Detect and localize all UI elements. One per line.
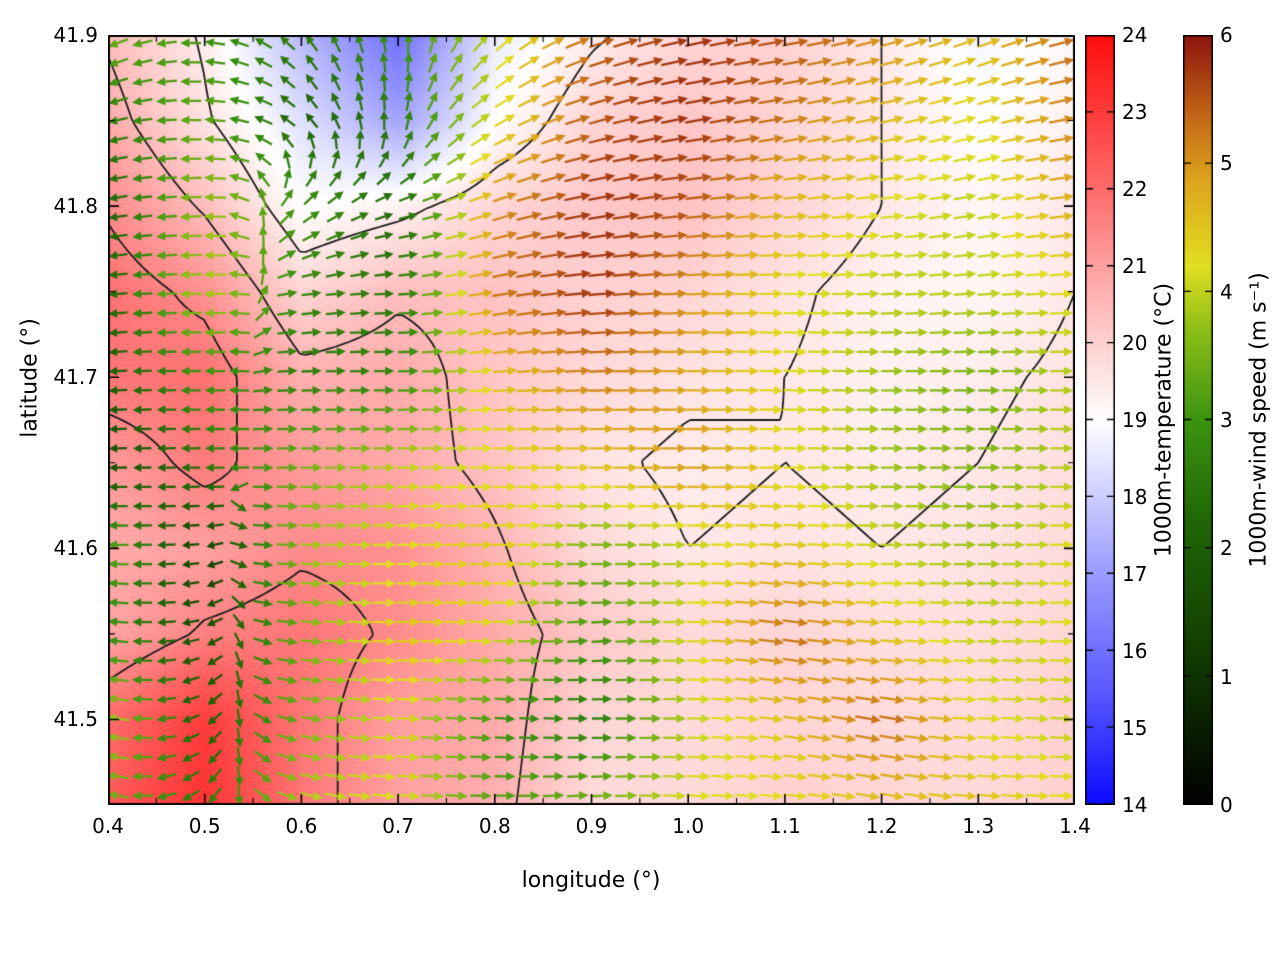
x-tick-label: 0.9 (575, 814, 608, 838)
x-tick-label: 1.2 (865, 814, 898, 838)
temperature-colorbar-tick-label: 16 (1122, 639, 1148, 663)
temperature-colorbar-tick-label: 15 (1122, 716, 1148, 740)
y-tick-label: 41.9 (53, 23, 98, 47)
temperature-colorbar-tick-label: 14 (1122, 793, 1148, 817)
wind-speed-colorbar (1183, 35, 1213, 805)
temperature-colorbar (1085, 35, 1115, 805)
x-tick-label: 1.1 (768, 814, 801, 838)
wind-colorbar-tick-label: 0 (1220, 793, 1233, 817)
x-tick-label: 0.5 (188, 814, 221, 838)
wind-colorbar-tick-label: 4 (1220, 279, 1233, 304)
x-tick-label: 0.7 (382, 814, 414, 838)
wind-colorbar-tick-label: 6 (1220, 23, 1233, 47)
wind-colorbar-tick-label: 2 (1220, 536, 1233, 561)
temperature-colorbar-tick-label: 20 (1122, 331, 1148, 355)
wind-colorbar-tick-label: 5 (1220, 151, 1233, 176)
y-tick-label: 41.7 (53, 365, 98, 390)
wind-colorbar-label: 1000m-wind speed (m s⁻¹) (1246, 272, 1272, 568)
x-axis-label: longitude (°) (521, 868, 661, 893)
y-tick-label: 41.8 (53, 194, 98, 219)
temperature-colorbar-tick-label: 23 (1122, 100, 1148, 124)
temperature-colorbar-tick-label: 19 (1122, 408, 1148, 432)
temperature-colorbar-tick-label: 24 (1122, 23, 1148, 47)
x-tick-label: 0.8 (478, 814, 511, 838)
temperature-colorbar-tick-label: 18 (1122, 485, 1148, 509)
y-tick-label: 41.5 (53, 707, 98, 732)
wind-colorbar-tick-label: 3 (1220, 408, 1233, 432)
temperature-colorbar-tick-label: 17 (1122, 562, 1148, 586)
x-tick-label: 1.3 (962, 814, 995, 838)
x-tick-label: 1.4 (1059, 814, 1091, 838)
x-tick-label: 1.0 (672, 814, 705, 838)
x-tick-label: 0.4 (92, 814, 124, 838)
temperature-colorbar-label: 1000m-temperature (°C) (1151, 282, 1177, 558)
temperature-colorbar-tick-label: 21 (1122, 254, 1148, 278)
temperature-colorbar-tick-label: 22 (1122, 177, 1148, 201)
main-plot-canvas (108, 35, 1075, 805)
wind-colorbar-tick-label: 1 (1220, 664, 1233, 689)
y-tick-label: 41.6 (53, 536, 98, 561)
x-tick-label: 0.6 (285, 814, 318, 838)
